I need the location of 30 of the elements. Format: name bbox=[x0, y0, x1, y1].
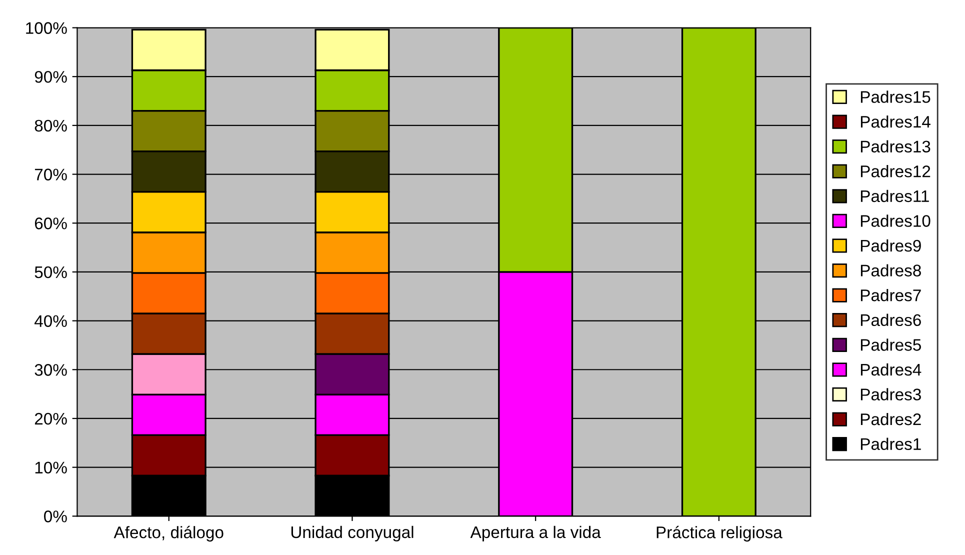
legend-label: Padres2 bbox=[860, 412, 921, 426]
y-tick-label: 60% bbox=[34, 218, 67, 230]
y-tick-label: 70% bbox=[34, 168, 67, 180]
x-tick-label: Práctica religiosa bbox=[656, 526, 782, 542]
legend-label: Padres3 bbox=[860, 388, 921, 400]
x-tick-label: Unidad conyugal bbox=[291, 526, 414, 542]
y-tick-label: 80% bbox=[34, 120, 67, 132]
y-tick-label: 50% bbox=[34, 266, 67, 278]
x-tick-label: Afecto, diálogo bbox=[114, 526, 224, 542]
legend-label: Padres10 bbox=[860, 214, 930, 227]
y-tick-label: 40% bbox=[34, 315, 67, 327]
y-tick-label: 90% bbox=[34, 70, 67, 83]
legend-label: Padres11 bbox=[860, 190, 929, 202]
legend-label: Padres4 bbox=[860, 363, 922, 376]
legend-label: Padres15 bbox=[860, 90, 930, 103]
y-tick-label: 20% bbox=[34, 412, 67, 425]
legend-label: Padres1 bbox=[860, 438, 921, 450]
y-tick-label: 0% bbox=[44, 510, 67, 522]
legend-label: Padres5 bbox=[860, 338, 921, 351]
x-tick-label: Apertura a la vida bbox=[470, 526, 601, 542]
legend-label: Padres12 bbox=[860, 165, 930, 178]
legend-label: Padres14 bbox=[860, 115, 930, 128]
legend-label: Padres7 bbox=[860, 289, 921, 302]
legend-label: Padres8 bbox=[860, 264, 921, 276]
legend-label: Padres13 bbox=[860, 140, 930, 153]
legend-label: Padres6 bbox=[860, 314, 921, 326]
y-tick-label: 30% bbox=[34, 364, 67, 376]
legend-label: Padres9 bbox=[860, 239, 921, 252]
y-tick-label: 10% bbox=[35, 462, 67, 474]
y-tick-label: 100% bbox=[26, 22, 67, 34]
